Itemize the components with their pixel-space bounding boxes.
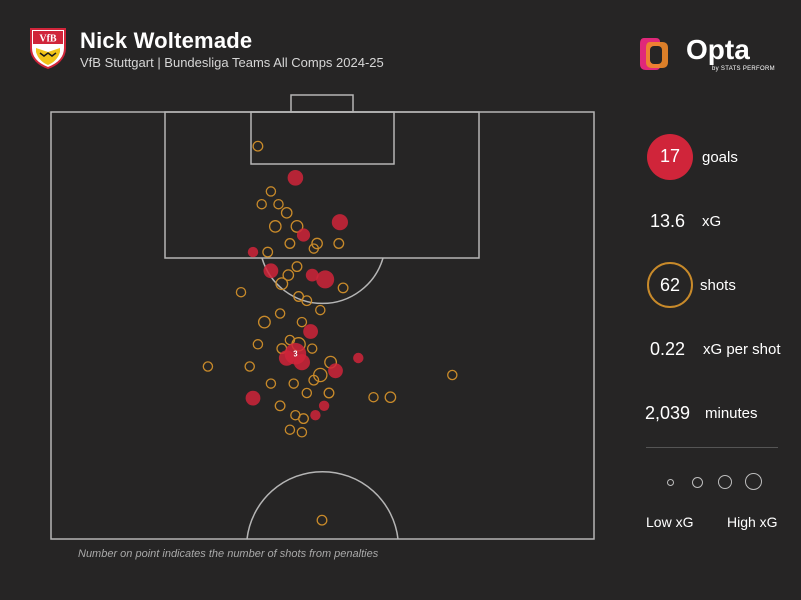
legend-dot-lg [745,473,762,490]
shot-miss-point [259,316,271,328]
shot-miss-point [266,379,275,388]
six-yard-box [251,112,394,164]
legend-dot-xs [667,479,674,486]
shot-miss-point [324,388,334,398]
legend-low-label: Low xG [646,514,693,530]
xg-label: xG [702,213,721,230]
footnote: Number on point indicates the number of … [78,548,378,560]
shot-miss-point [257,200,266,209]
goals-label: goals [702,149,738,166]
legend-dot-sm [692,477,703,488]
shot-miss-point [317,515,327,525]
shot-miss-point [285,239,295,249]
shot-miss-point [253,141,263,151]
shot-miss-point [245,362,254,371]
goals-value: 17 [647,146,693,167]
shot-goal-point [297,228,310,241]
shot-miss-point [299,414,309,424]
pitch-outline [51,112,594,539]
shot-miss-point [289,379,298,388]
shot-miss-point [302,388,311,397]
shot-goal-point [303,324,318,339]
shot-goal-point [294,354,310,370]
legend-high-label: High xG [727,514,778,530]
shots-layer: 3 [203,141,457,525]
shot-miss-point [385,392,395,402]
minutes-label: minutes [705,405,758,422]
shot-goal-point [288,170,304,186]
shots-label: shots [700,277,736,294]
xg-per-shot-label: xG per shot [703,341,781,358]
shot-miss-point [369,393,378,402]
legend-dot-md [718,475,732,489]
shot-miss-point [276,309,285,318]
minutes-value: 2,039 [645,403,690,424]
shot-miss-point [285,425,294,434]
shot-miss-point [253,340,262,349]
shot-miss-point [338,283,348,293]
shot-miss-point [308,344,317,353]
shot-goal-point [310,410,320,420]
xg-per-shot-value: 0.22 [650,339,685,360]
shot-miss-point [334,239,344,249]
shot-miss-point [275,401,285,411]
goal [291,95,353,112]
shot-miss-point [203,362,212,371]
shot-goal-point [279,350,295,366]
shot-goal-point [264,263,279,278]
xg-value: 13.6 [650,211,685,232]
shot-miss-point [266,187,275,196]
shot-miss-point [282,208,292,218]
shot-miss-point [292,262,302,272]
shot-goal-point [332,214,348,230]
shot-miss-point [297,318,306,327]
shot-miss-point [314,368,327,381]
shot-miss-point [448,370,457,379]
shot-miss-point [270,221,281,232]
shot-miss-point [263,247,273,257]
shot-goal-point [328,363,343,378]
shot-miss-point [274,200,283,209]
shot-goal-point [319,401,329,411]
stats-divider [646,447,778,448]
shot-goal-point [246,391,261,406]
shots-value: 62 [647,275,693,296]
shot-miss-point [297,428,306,437]
shot-goal-point [248,247,258,257]
shot-miss-point [236,288,245,297]
shot-goal-point [316,270,334,288]
shot-miss-point [316,306,325,315]
pitch-markings [51,95,594,539]
shot-goal-point [353,353,363,363]
penalty-area [165,112,479,258]
centre-circle [247,472,398,539]
